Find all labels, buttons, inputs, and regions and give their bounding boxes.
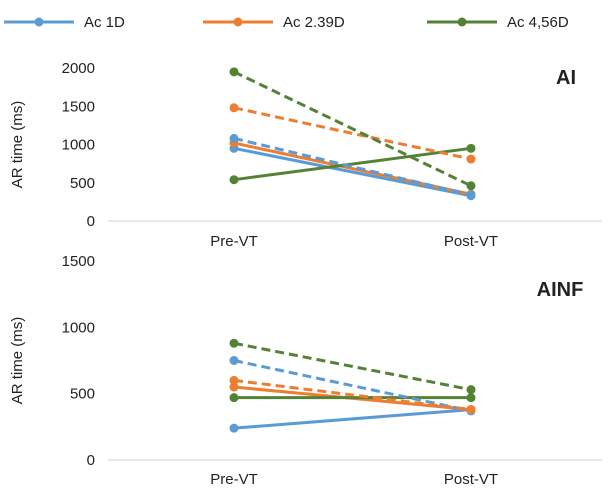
series-dashed	[229, 103, 476, 164]
y-tick-label: 0	[87, 452, 95, 469]
series-solid	[229, 393, 476, 403]
panel-title: AI	[556, 67, 576, 89]
y-tick-label: 1500	[62, 98, 95, 115]
legend-swatch-marker	[457, 17, 467, 27]
series-line	[233, 70, 472, 188]
legend: Ac 1D Ac 2.39D Ac 4,56D	[4, 14, 569, 31]
legend-swatch-marker	[233, 17, 243, 27]
series-line	[233, 341, 472, 392]
y-tick-label: 1000	[62, 137, 95, 154]
legend-item: Ac 2.39D	[203, 14, 345, 31]
series-line	[233, 359, 472, 413]
data-point	[466, 181, 476, 191]
series-line	[233, 378, 472, 412]
x-tick-label: Pre-VT	[210, 471, 258, 488]
legend-label: Ac 4,56D	[507, 14, 569, 31]
y-tick-label: 1000	[62, 319, 95, 336]
y-tick-label: 500	[70, 386, 95, 403]
series-dashed	[229, 375, 476, 415]
data-point	[229, 175, 239, 185]
data-point	[229, 356, 239, 365]
series-line	[233, 141, 472, 196]
legend-item: Ac 4,56D	[427, 14, 569, 31]
series-dashed	[229, 67, 476, 191]
series-line	[233, 408, 472, 430]
chart-panel-ainf: 0 500 1000 1500 Pre-VT Post-VT AR time (ms) AIN…	[9, 253, 602, 488]
data-point	[466, 385, 476, 395]
x-tick-label: Post-VT	[444, 471, 498, 488]
data-point	[229, 375, 239, 385]
data-point	[229, 103, 239, 113]
y-tick-label: 0	[87, 213, 95, 230]
data-point	[466, 393, 476, 403]
y-axis-title: AR time (ms)	[9, 101, 26, 189]
legend-swatch-marker	[34, 17, 44, 27]
data-point	[466, 405, 476, 415]
data-point	[229, 393, 239, 403]
data-point	[229, 133, 239, 143]
series-line	[233, 136, 472, 197]
panel-title: AINF	[537, 279, 584, 301]
y-tick-label: 500	[70, 175, 95, 192]
series-line	[233, 106, 472, 161]
series-line	[233, 146, 472, 182]
series-line	[233, 146, 472, 198]
series-solid	[229, 143, 476, 185]
legend-label: Ac 1D	[84, 14, 125, 31]
data-point	[229, 67, 239, 77]
data-point	[229, 423, 239, 433]
series-dashed	[229, 338, 476, 395]
y-tick-label: 2000	[62, 60, 95, 77]
series-solid	[229, 405, 476, 433]
x-tick-label: Pre-VT	[210, 233, 258, 250]
legend-item: Ac 1D	[4, 14, 125, 31]
data-point	[466, 143, 476, 153]
x-tick-label: Post-VT	[444, 233, 498, 250]
data-point	[466, 190, 476, 200]
series-dashed	[229, 133, 476, 200]
data-point	[466, 154, 476, 164]
y-tick-label: 1500	[62, 253, 95, 270]
legend-label: Ac 2.39D	[283, 14, 345, 31]
data-point	[229, 382, 239, 392]
data-point	[229, 338, 239, 348]
y-axis-title: AR time (ms)	[9, 317, 26, 405]
chart-panel-ai: 0 500 1000 1500 2000 Pre-VT Post-VT AR time (ms…	[9, 60, 602, 250]
